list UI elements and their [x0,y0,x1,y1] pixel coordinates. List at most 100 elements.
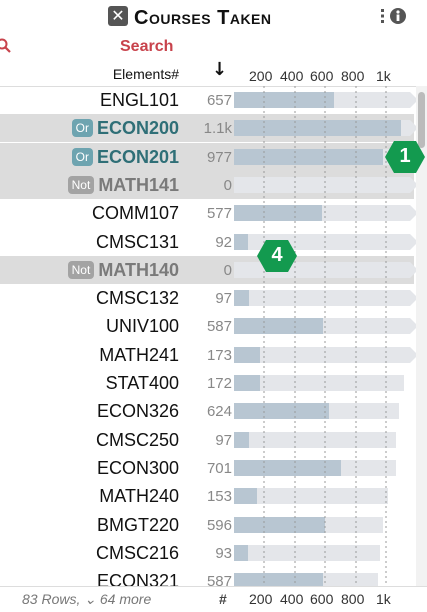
course-name: ECON300 [97,458,179,478]
course-count: 587 [206,573,232,591]
course-row[interactable]: CMSC216 93 [0,539,414,567]
course-code: ECON326 [96,401,179,422]
footer-count-header: # [219,591,227,607]
course-code: CMSC132 [95,288,179,309]
course-name: ECON326 [97,401,179,421]
course-count: 93 [215,544,232,562]
axis-tick-200: 200 [249,68,273,84]
course-name: Or ECON201 [71,146,179,167]
not-badge[interactable]: Not [67,175,95,194]
footer-bar: 83 Rows, ⌄ 64 more # 200 400 600 800 1k [0,586,427,612]
course-name: Not MATH140 [67,259,179,280]
count-bar-track [234,573,378,590]
course-row[interactable]: COMM107 577 [0,199,418,227]
header-divider [0,86,427,87]
course-row[interactable]: MATH240 153 [0,482,414,510]
callout-hexagon-icon [385,141,425,173]
count-bar-track [234,120,418,137]
count-bar-track [234,205,418,222]
info-menu-icon[interactable] [381,7,407,25]
course-row[interactable]: STAT400 172 [0,369,414,397]
course-row[interactable]: ECON326 624 [0,397,414,425]
footer-axis-tick-400: 400 [280,591,304,607]
course-code: CMSC216 [95,542,179,563]
course-count: 97 [215,290,232,308]
course-name: BMGT220 [97,515,179,535]
course-code: CMSC131 [95,231,179,252]
course-count: 92 [215,233,232,251]
course-row[interactable]: Or ECON200 1.1k [0,114,418,143]
course-code: BMGT220 [96,514,179,535]
course-row[interactable]: Or ECON201 977 [0,142,418,171]
count-bar [234,431,249,448]
count-bar-track [234,459,396,476]
count-bar [234,205,322,222]
course-count: 977 [206,148,232,166]
course-name: CMSC131 [96,232,179,252]
course-row[interactable]: BMGT220 596 [0,511,414,539]
course-row[interactable]: CMSC132 97 [0,284,418,312]
course-code: UNIV100 [105,316,179,337]
course-name: ENGL101 [100,90,179,110]
count-bar [234,148,383,165]
count-bar-track [234,92,418,108]
search-button[interactable]: Search [120,38,174,55]
or-badge[interactable]: Or [71,147,93,166]
course-name: CMSC216 [96,543,179,563]
course-row[interactable]: UNIV100 587 [0,312,418,340]
sort-descending-icon[interactable]: ↓ [212,59,228,80]
scrollbar-thumb[interactable] [418,92,425,148]
course-count: 0 [223,176,232,194]
course-row[interactable]: ENGL101 657 [0,86,418,114]
course-code: ECON201 [96,146,179,167]
course-count: 587 [206,318,232,336]
count-bar [234,544,249,561]
course-name: COMM107 [92,203,179,223]
callout-hexagon-icon [257,240,297,272]
course-name: MATH240 [99,486,179,506]
search-icon[interactable] [0,38,12,54]
count-bar [234,459,341,476]
course-row[interactable]: ECON300 701 [0,454,414,482]
count-bar [234,120,402,137]
callout-number: 4 [271,244,283,266]
course-code: ENGL101 [99,90,179,110]
axis-tick-800: 800 [341,68,365,84]
course-code: MATH241 [99,344,179,365]
callout-badge-1: 1 [384,140,426,174]
course-name: CMSC132 [96,288,179,308]
course-row[interactable]: Not MATH140 0 [0,255,418,284]
count-bar [234,375,261,391]
course-count: 624 [206,403,232,421]
count-bar-track [234,290,418,307]
row-count-more-link[interactable]: 83 Rows, ⌄ 64 more [22,591,152,607]
course-code: MATH140 [98,259,179,280]
course-row[interactable]: Not MATH141 0 [0,170,418,199]
axis-tick-1k: 1k [376,68,391,84]
course-count: 577 [206,205,232,223]
footer-axis-tick-800: 800 [341,591,365,607]
close-icon[interactable]: ✕ [108,6,128,26]
course-code: CMSC250 [95,429,179,450]
course-row[interactable]: CMSC131 92 [0,228,418,256]
count-bar [234,573,324,590]
callout-number: 1 [399,145,411,167]
vertical-scrollbar[interactable] [416,86,427,586]
count-bar [234,346,261,363]
count-bar-track [234,431,396,448]
course-name: UNIV100 [106,316,179,336]
not-badge[interactable]: Not [67,260,95,279]
panel-title: Courses Taken [134,7,272,29]
or-badge[interactable]: Or [71,119,93,138]
count-bar [234,290,249,307]
count-bar-track [234,403,399,420]
course-row[interactable]: CMSC250 97 [0,426,414,454]
course-count: 1.1k [203,120,232,138]
elements-column-header[interactable]: Elements# [112,66,179,82]
count-bar-track [234,375,404,391]
course-name: Not MATH141 [67,175,179,195]
course-name: Or ECON200 [71,118,179,138]
course-row[interactable]: MATH241 173 [0,341,418,369]
title-bar: ✕ Courses Taken [0,0,427,34]
count-bar [234,488,258,505]
